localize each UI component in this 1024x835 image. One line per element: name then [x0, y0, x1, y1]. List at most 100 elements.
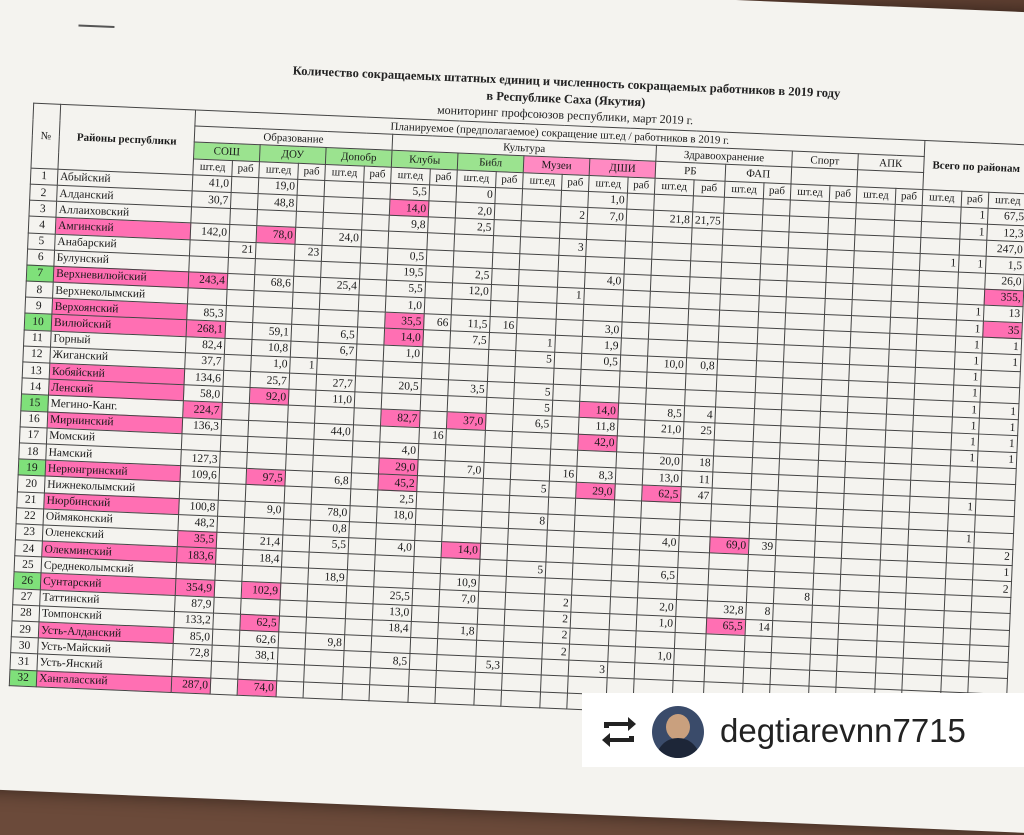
row-value-cell [850, 331, 890, 350]
row-value-cell [850, 315, 891, 334]
row-value-cell [947, 514, 976, 532]
repost-icon[interactable] [598, 714, 640, 750]
row-value-cell [411, 605, 439, 623]
row-value-cell [889, 333, 917, 351]
row-value-cell [893, 236, 921, 254]
row-value-cell [357, 311, 386, 329]
row-value-cell [914, 366, 955, 385]
row-value-cell [625, 225, 654, 243]
row-value-cell [607, 661, 635, 680]
row-value-cell [324, 180, 364, 198]
row-value-cell [686, 341, 719, 359]
row-value-cell [626, 192, 655, 211]
row-value-cell [570, 595, 611, 614]
row-value-cell [256, 209, 297, 228]
row-value-cell [445, 428, 486, 447]
row-value-cell [615, 451, 644, 469]
row-value-cell: 12,3 [986, 224, 1024, 242]
row-value-cell [849, 348, 890, 366]
row-value-cell [751, 473, 779, 491]
row-value-cell: 29,0 [378, 457, 419, 476]
row-value-cell [175, 562, 216, 581]
row-value-cell [507, 528, 548, 546]
row-value-cell [716, 358, 757, 377]
row-value-cell [638, 549, 679, 568]
row-value-cell [369, 668, 410, 686]
row-value-cell [812, 573, 841, 591]
row-value-cell [653, 194, 694, 212]
row-value-cell [810, 621, 839, 640]
row-value-cell: 20,5 [381, 377, 422, 395]
row-value-cell [704, 649, 745, 668]
row-value-cell [877, 608, 906, 626]
row-value-cell [888, 349, 916, 367]
row-value-cell [243, 517, 284, 535]
row-value-cell [753, 424, 781, 443]
header-unit-a: шт.ед [258, 161, 299, 180]
header-total: Всего по районам [922, 140, 1024, 194]
row-value-cell [817, 460, 846, 478]
row-value-cell [711, 488, 752, 506]
row-value-cell [853, 250, 894, 269]
row-value-cell [777, 474, 818, 493]
row-value-cell [848, 364, 889, 382]
row-value-cell [940, 675, 969, 694]
row-value-cell [844, 461, 885, 480]
row-number: 13 [22, 361, 50, 380]
row-value-cell [682, 438, 715, 456]
row-value-cell [945, 562, 974, 580]
row-value-cell [652, 226, 693, 245]
row-value-cell: 78,0 [256, 225, 296, 244]
row-value-cell: 2 [971, 579, 1012, 598]
row-value-cell: 11,0 [315, 390, 355, 409]
header-unit-b: раб [763, 182, 791, 200]
row-value-cell [245, 484, 285, 503]
row-value-cell: 5 [515, 350, 555, 369]
row-value-cell [615, 467, 643, 486]
row-value-cell: 354,9 [175, 578, 215, 597]
row-value-cell [720, 261, 761, 280]
row-value-cell [957, 271, 986, 289]
row-value-cell: 224,7 [182, 401, 223, 419]
row-value-cell [611, 564, 639, 583]
row-value-cell [819, 411, 848, 429]
row-value-cell [441, 525, 482, 544]
row-value-cell [772, 604, 813, 622]
row-value-cell [813, 557, 842, 575]
row-value-cell [426, 249, 454, 267]
row-value-cell [828, 201, 857, 219]
row-value-cell: 247,0 [985, 240, 1024, 259]
row-value-cell [786, 264, 827, 283]
row-value-cell: 44,0 [313, 422, 354, 441]
header-unit-b: раб [429, 168, 458, 186]
row-value-cell: 9,8 [388, 215, 429, 234]
row-value-cell: 6,5 [317, 325, 358, 344]
row-value-cell [505, 576, 546, 595]
row-value-cell: 25 [683, 422, 715, 440]
row-value-cell [920, 221, 961, 240]
row-number: 15 [20, 394, 49, 412]
row-value-cell: 268,1 [186, 320, 226, 339]
row-value-cell: 1,9 [581, 336, 622, 355]
row-value-cell: 12,0 [451, 282, 492, 301]
row-value-cell [417, 459, 446, 477]
row-value-cell [743, 651, 772, 669]
row-value-cell [360, 230, 389, 248]
row-number: 5 [27, 232, 56, 250]
row-value-cell [347, 553, 376, 572]
row-value-cell [750, 489, 778, 507]
row-value-cell [414, 540, 442, 558]
avatar[interactable] [652, 706, 704, 758]
row-value-cell [841, 542, 881, 560]
row-value-cell [544, 578, 573, 596]
account-handle[interactable]: degtiarevnn7715 [720, 712, 966, 749]
row-value-cell [623, 273, 652, 292]
row-value-cell: 0,5 [581, 352, 621, 371]
row-value-cell [959, 239, 987, 257]
row-value-cell [353, 408, 382, 426]
row-value-cell [788, 232, 828, 250]
row-value-cell [976, 466, 1017, 485]
row-value-cell [358, 278, 387, 297]
dash-mark [78, 24, 115, 28]
row-value-cell [760, 247, 789, 265]
